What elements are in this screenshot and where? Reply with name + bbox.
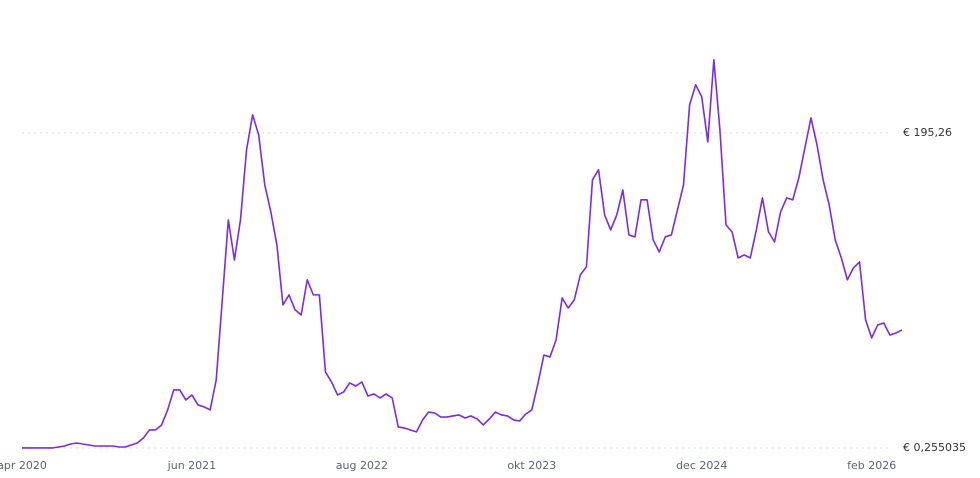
x-tick-label: okt 2023 [507,459,556,472]
x-tick-label: aug 2022 [336,459,388,472]
x-tick-label: jun 2021 [167,459,217,472]
price-line [22,58,903,449]
x-tick-label: dec 2024 [676,459,727,472]
x-tick-label: apr 2020 [0,459,47,472]
y-tick-label: € 0,255035 [903,441,966,454]
y-tick-label: € 195,26 [903,126,952,139]
x-tick-label: feb 2026 [847,459,896,472]
